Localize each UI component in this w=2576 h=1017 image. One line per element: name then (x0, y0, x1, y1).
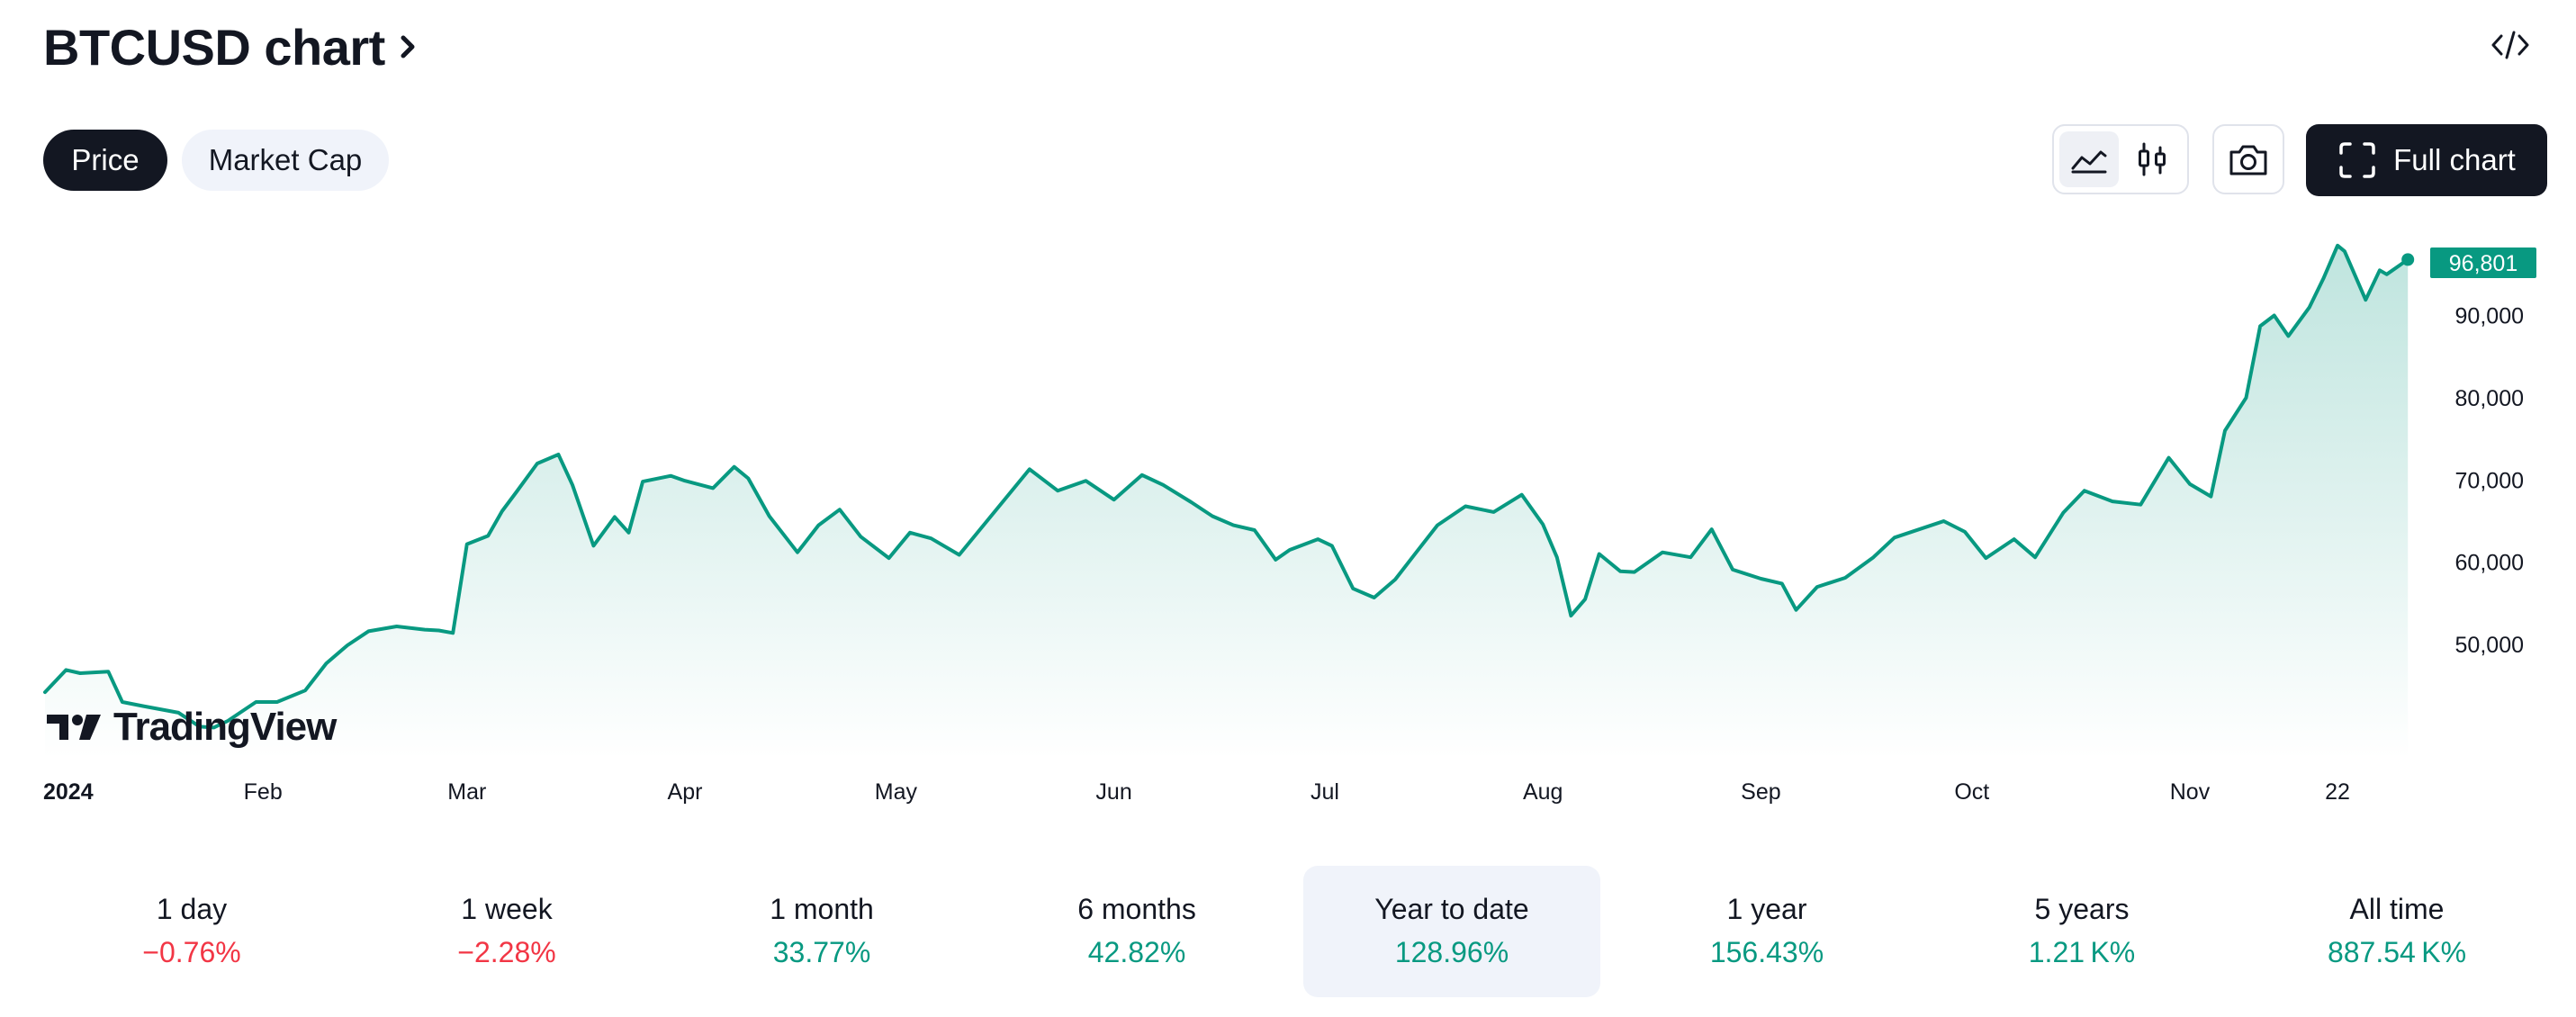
tab-market-cap[interactable]: Market Cap (182, 130, 389, 191)
period-label: 1 week (461, 893, 553, 925)
period-label: 1 year (1726, 893, 1807, 925)
chevron-right-icon (401, 35, 415, 58)
code-embed-icon (2491, 31, 2529, 59)
period-button[interactable]: 1 week −2.28% (358, 866, 655, 997)
tradingview-logo-icon (47, 715, 101, 740)
price-line (43, 243, 2410, 730)
tradingview-logo[interactable]: TradingView (45, 702, 337, 752)
y-axis-tick-label: 90,000 (2455, 304, 2524, 329)
camera-icon (2229, 145, 2267, 176)
period-label: 1 day (156, 893, 228, 925)
period-label: All time (2349, 893, 2445, 925)
chart-title-link[interactable]: BTCUSD chart (43, 13, 421, 81)
last-price-label: 96,801 (2430, 248, 2536, 278)
tradingview-logo-text: TradingView (113, 705, 337, 749)
period-button[interactable]: 1 day −0.76% (43, 866, 340, 997)
period-change-value: −2.28% (457, 936, 556, 968)
y-axis-tick-label: 60,000 (2455, 551, 2524, 576)
page-title: BTCUSD chart (43, 18, 385, 76)
period-label: Year to date (1374, 893, 1529, 925)
x-axis-tick-label: Sep (1741, 779, 1780, 805)
period-button[interactable]: 5 years 1.21 K% (1933, 866, 2230, 997)
chart-style-toggle (2052, 124, 2189, 194)
x-axis-tick-label: Oct (1954, 779, 1989, 805)
x-axis-tick-label: Apr (668, 779, 703, 805)
period-change-value: 128.96% (1394, 936, 1509, 968)
y-axis-tick-label: 50,000 (2455, 633, 2524, 658)
x-axis-tick-label: Jun (1095, 779, 1131, 805)
x-axis-tick-label: Nov (2170, 779, 2211, 805)
screenshot-button[interactable] (2212, 124, 2284, 194)
period-label: 5 years (2034, 893, 2130, 925)
period-button[interactable]: Year to date 128.96% (1303, 866, 1600, 997)
x-axis-tick-label: Mar (447, 779, 486, 805)
candlestick-icon (2139, 142, 2166, 176)
x-axis-tick-label: 22 (2325, 779, 2350, 805)
period-label: 1 month (770, 893, 874, 925)
period-change-value: 33.77% (772, 936, 871, 968)
x-axis-tick-label: 2024 (43, 779, 94, 805)
x-axis-tick-label: Jul (1311, 779, 1339, 805)
price-area-fill (45, 245, 2409, 760)
embed-code-button[interactable] (2473, 20, 2547, 70)
period-button[interactable]: 1 year 156.43% (1618, 866, 1915, 997)
x-axis-tick-label: Feb (244, 779, 283, 805)
x-axis-tick-label: Aug (1523, 779, 1563, 805)
price-chart[interactable]: 50,000 60,000 70,000 80,000 90,000 2024 Feb Ma… (0, 0, 2576, 837)
period-change-value: 1.21 K% (2028, 936, 2136, 968)
period-label: 6 months (1077, 893, 1196, 925)
last-price-dot (2401, 253, 2415, 266)
area-chart-icon (2071, 150, 2107, 174)
tab-price[interactable]: Price (43, 130, 167, 191)
full-chart-button[interactable]: Full chart (2306, 124, 2547, 196)
area-style-button[interactable] (2059, 131, 2119, 187)
period-button[interactable]: 6 months 42.82% (988, 866, 1285, 997)
period-change-value: 887.54 K% (2327, 936, 2467, 968)
period-change-value: 156.43% (1709, 936, 1824, 968)
full-chart-label: Full chart (2393, 143, 2516, 176)
x-axis-tick-label: May (875, 779, 918, 805)
y-axis-tick-label: 80,000 (2455, 386, 2524, 411)
svg-text:96,801: 96,801 (2449, 251, 2517, 276)
fullscreen-icon (2339, 142, 2375, 178)
period-button[interactable]: All time 887.54 K% (2248, 866, 2545, 997)
y-axis-tick-label: 70,000 (2455, 468, 2524, 493)
period-button[interactable]: 1 month 33.77% (673, 866, 970, 997)
candle-style-button[interactable] (2122, 131, 2182, 187)
period-change-value: −0.76% (142, 936, 241, 968)
period-change-value: 42.82% (1087, 936, 1186, 968)
